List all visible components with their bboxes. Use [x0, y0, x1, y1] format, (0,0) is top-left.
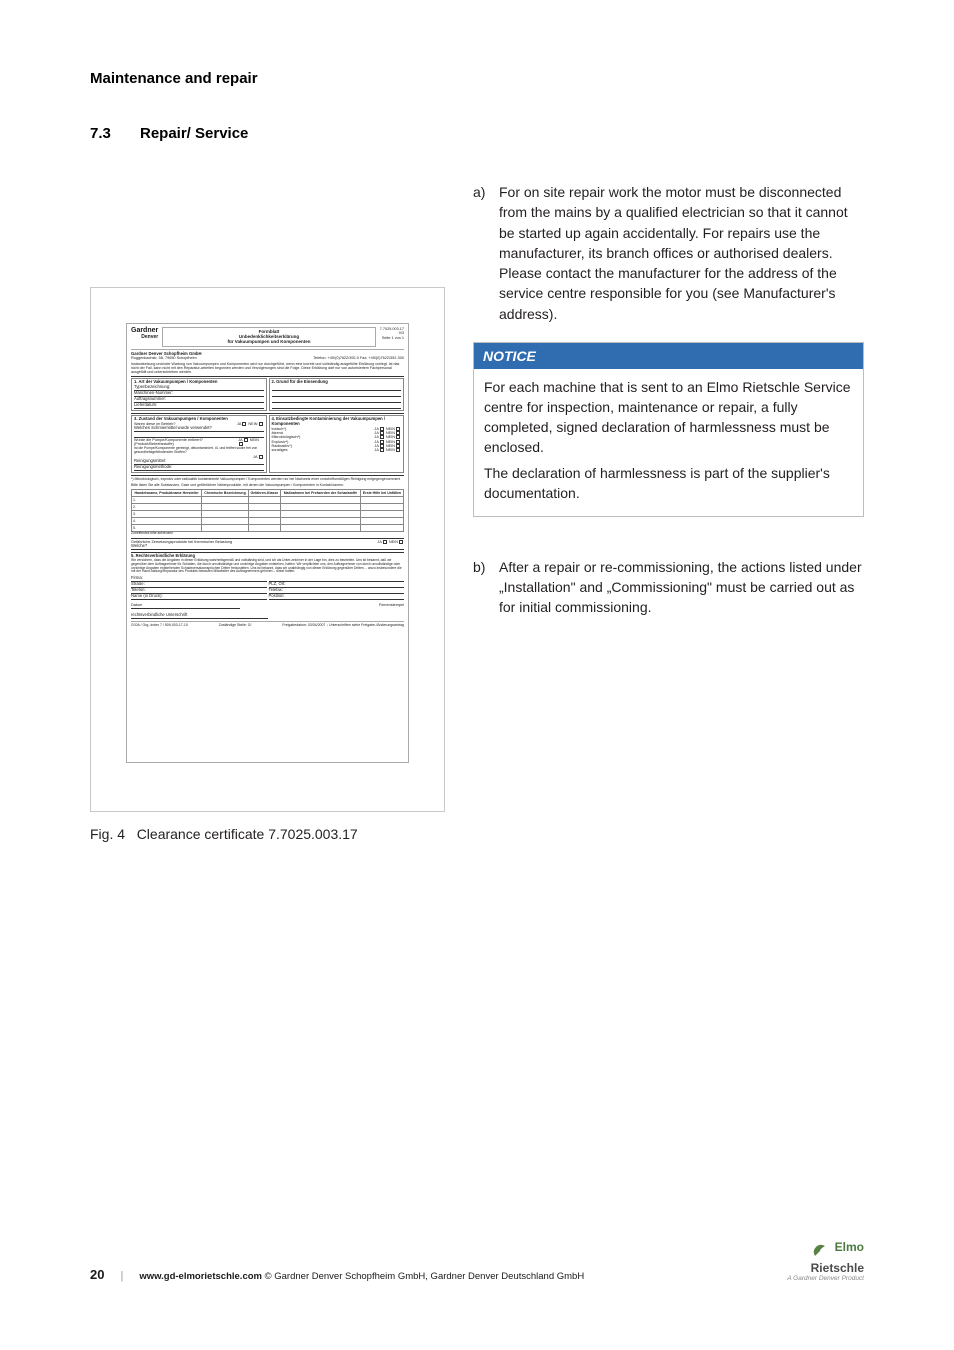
clearance-certificate: GardnerDenver Formblatt Unbedenklichkeit…	[90, 287, 445, 812]
text-column: a) For on site repair work the motor mus…	[473, 182, 864, 842]
notice-p1: For each machine that is sent to an Elmo…	[484, 378, 853, 458]
figure-caption: Fig. 4 Clearance certificate 7.7025.003.…	[90, 826, 445, 842]
form-document: GardnerDenver Formblatt Unbedenklichkeit…	[126, 323, 409, 763]
list-item-b: b) After a repair or re-commissioning, t…	[473, 557, 864, 618]
section-number: 7.3	[90, 125, 140, 142]
logo-tagline: A Gardner Denver Product	[787, 1275, 864, 1282]
page-number: 20	[90, 1267, 104, 1282]
list-marker-a: a)	[473, 182, 499, 324]
notice-body: For each machine that is sent to an Elmo…	[474, 369, 863, 515]
list-body-a: For on site repair work the motor must b…	[499, 182, 864, 324]
notice-heading: NOTICE	[474, 343, 863, 369]
figure-column: GardnerDenver Formblatt Unbedenklichkeit…	[90, 182, 445, 842]
page-title: Maintenance and repair	[90, 70, 864, 87]
section-title: Repair/ Service	[140, 125, 248, 142]
footer-copyright: www.gd-elmorietschle.com © Gardner Denve…	[139, 1271, 584, 1282]
page-footer: 20 | www.gd-elmorietschle.com © Gardner …	[90, 1242, 864, 1282]
footer-divider: |	[120, 1270, 123, 1282]
footer-logo: ElmoRietschle A Gardner Denver Product	[787, 1242, 864, 1282]
notice-p2: The declaration of harmlessness is part …	[484, 464, 853, 504]
notice-box: NOTICE For each machine that is sent to …	[473, 342, 864, 517]
list-marker-b: b)	[473, 557, 499, 618]
list-body-b: After a repair or re-commissioning, the …	[499, 557, 864, 618]
section-heading: 7.3 Repair/ Service	[90, 125, 864, 142]
logo-icon	[811, 1242, 829, 1263]
list-item-a: a) For on site repair work the motor mus…	[473, 182, 864, 324]
